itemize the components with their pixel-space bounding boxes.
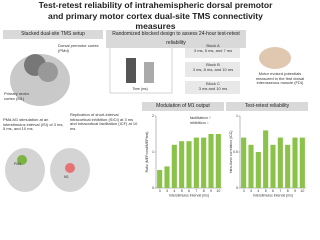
bar (171, 144, 177, 188)
schematic-box (109, 42, 173, 94)
x-tick-label: 6 (188, 189, 190, 193)
y-tick-label: 0 (236, 186, 238, 190)
x-axis-label: Interstimulus interval (ms) (253, 194, 293, 198)
panel-heading: Test-retest reliability (226, 102, 308, 111)
x-tick-label: 4 (257, 189, 259, 193)
x-tick-label: 3 (250, 189, 252, 193)
bar (215, 134, 221, 188)
brain (5, 148, 45, 192)
y-tick-label: 2 (152, 114, 154, 118)
bar (255, 152, 261, 188)
block: Block B 3 ms, 8 ms, and 10 ms (192, 62, 234, 72)
x-tick-label: 10 (300, 189, 304, 193)
title: Test-retest reliability of intrahemisphe… (38, 0, 273, 31)
block: Block A 3 ms, 5 ms, and 7 ms (193, 43, 233, 53)
x-axis-label: Interstimulus interval (ms) (169, 194, 209, 198)
label: Dorsal premotor cortex (PMd) (58, 43, 99, 53)
block: Block C 3 ms and 10 ms (198, 81, 228, 91)
y-tick-label: 0 (152, 186, 154, 190)
x-tick-label: 8 (287, 189, 289, 193)
bar (157, 170, 163, 188)
x-tick-label: 3 (166, 189, 168, 193)
x-tick-label: 8 (203, 189, 205, 193)
bar (299, 137, 305, 188)
label: Primary motor cortex (M1) (4, 91, 30, 101)
coil (38, 62, 58, 82)
bar (270, 144, 276, 188)
bar (241, 137, 247, 188)
x-tick-label: 4 (173, 189, 175, 193)
y-tick-label: 1 (236, 114, 238, 118)
axis-label: Time (ms) (132, 87, 148, 91)
area-tag: PMd (14, 162, 21, 166)
y-tick-label: 0.5 (233, 150, 238, 154)
bar (263, 130, 269, 188)
hand (259, 47, 291, 69)
bar (208, 134, 214, 188)
block-box (185, 62, 240, 77)
target (17, 155, 27, 165)
bar (179, 141, 185, 188)
y-axis-label: Intra-class correlation (ICC) (229, 131, 233, 174)
bar (292, 137, 298, 188)
schematic-bar (126, 58, 136, 83)
schematic-bar (144, 62, 154, 83)
x-tick-label: 5 (265, 189, 267, 193)
bar (285, 144, 291, 188)
block-box (185, 81, 240, 94)
area-tag: M1 (64, 175, 69, 179)
x-tick-label: 3 (159, 189, 161, 193)
bar (277, 137, 283, 188)
bar (193, 137, 199, 188)
text: Replication of short-interval intracorti… (70, 112, 138, 131)
x-tick-label: 7 (195, 189, 197, 193)
panel-heading: Modulation of M1 output (142, 102, 224, 111)
x-tick-label: 3 (243, 189, 245, 193)
x-tick-label: 10 (216, 189, 220, 193)
bar (248, 144, 254, 188)
bar (186, 141, 192, 188)
x-tick-label: 9 (210, 189, 212, 193)
text: Motor evoked potentials measured in the … (255, 71, 305, 86)
x-tick-label: 7 (279, 189, 281, 193)
y-axis-label: Ratio (MEPcond/MEPtest) (145, 132, 149, 173)
x-tick-label: 9 (294, 189, 296, 193)
panel-heading: Stacked dual-site TMS setup (3, 30, 103, 39)
panel-heading: Randomized blocked design to assess 24-h… (106, 30, 246, 48)
page: Time (ms) PMd M1 0 1 2 3 3 4 5 6 7 8 9 10 Interstimu… (3, 0, 308, 198)
target (65, 163, 75, 173)
bar (201, 137, 207, 188)
x-tick-label: 5 (181, 189, 183, 193)
text: PMd-M1 stimulation at an interstimulus i… (3, 117, 64, 132)
bar (164, 166, 170, 188)
note: facilitation ↑ inhibition ↓ (190, 115, 211, 125)
x-tick-label: 6 (272, 189, 274, 193)
y-tick-label: 1 (152, 150, 154, 154)
